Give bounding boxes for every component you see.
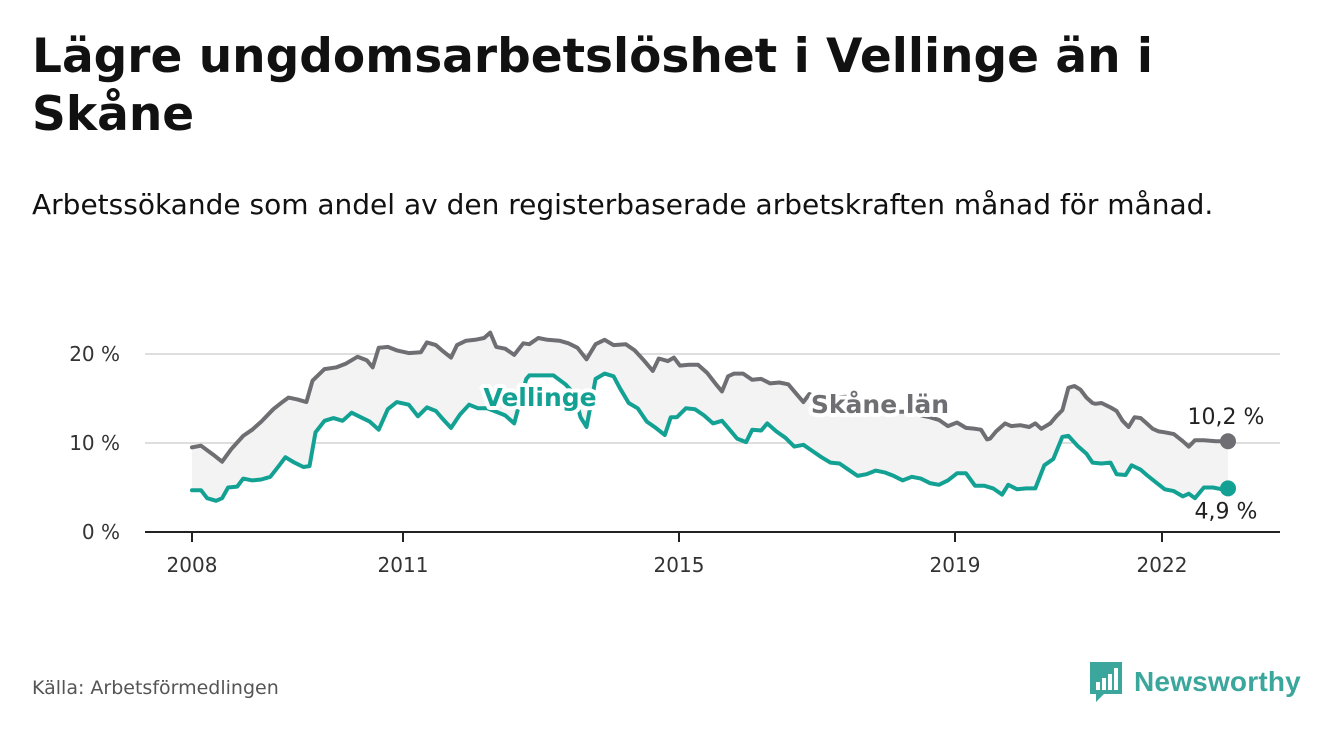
lines-layer: [190, 330, 1236, 503]
y-tick-label-0: 0 %: [82, 520, 120, 544]
newsworthy-logo-icon: [1090, 662, 1122, 702]
endpoint-vellinge: [1220, 480, 1236, 497]
y-tick-label-20: 20 %: [69, 342, 120, 366]
series-line-sk-ne-l-n: [190, 330, 1230, 464]
x-tick-label-2022: 2022: [1137, 553, 1188, 577]
series-labels: Vellinge Skåne län 10,2 % 4,9 %: [479, 379, 1268, 528]
x-tick-label-2011: 2011: [378, 553, 429, 577]
chart-title: Lägre ungdomsarbetslöshet i Vellinge än …: [32, 29, 1154, 142]
brand-name: Newsworthy: [1134, 666, 1301, 697]
source-note: Källa: Arbetsförmedlingen: [32, 677, 279, 699]
difference-band: [192, 332, 1228, 501]
series-label-vellinge: Vellinge: [483, 383, 596, 412]
x-axis: 2008 2011 2015 2019 2022: [145, 531, 1280, 577]
chart-subtitle: Arbetssökande som andel av den registerb…: [32, 188, 1214, 221]
x-tick-label-2008: 2008: [167, 553, 218, 577]
endpoint-sk-ne-l-n: [1220, 433, 1236, 450]
newsworthy-logo[interactable]: Newsworthy: [1088, 660, 1301, 704]
x-tick-label-2015: 2015: [654, 553, 705, 577]
end-label-vellinge: 4,9 %: [1195, 499, 1258, 524]
x-tick-label-2019: 2019: [930, 553, 981, 577]
series-label-skane-lan: Skåne län: [811, 390, 949, 419]
y-tick-label-10: 10 %: [69, 431, 120, 455]
end-label-skane-lan: 10,2 %: [1188, 405, 1265, 430]
line-chart: 0 % 10 % 20 % 2008 2011 2015 2019 2022 Velling…: [69, 330, 1280, 577]
series-line-vellinge: [190, 371, 1230, 503]
